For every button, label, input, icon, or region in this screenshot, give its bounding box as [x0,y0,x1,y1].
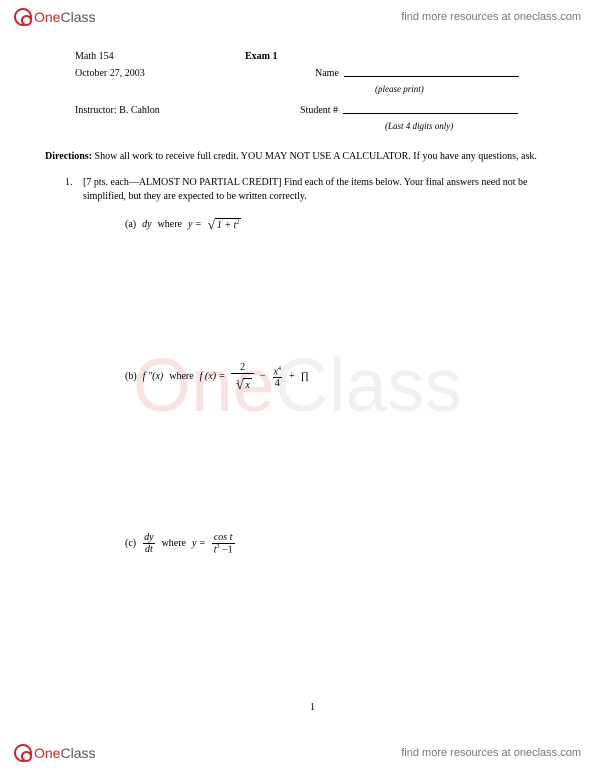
minus: − [260,370,266,384]
oneclass-icon [14,744,32,762]
part-c-eq: y = [192,537,206,551]
student-num-label: Student # [300,104,338,118]
fraction-1: 2 3 √ x [231,362,254,392]
exam-date: October 27, 2003 [75,67,315,81]
directions-label: Directions: [45,151,92,162]
footer: OneClass find more resources at oneclass… [0,736,595,770]
part-b-label: (b) [125,370,137,384]
plus: + [289,370,295,384]
brand-text: OneClass [34,9,95,25]
header: OneClass find more resources at oneclass… [0,0,595,34]
part-b-pi: ∏ [301,370,309,384]
part-a: (a) dy where y = √ 1 + t2 [125,218,550,232]
instructor: Instructor: B. Cahlon [75,104,300,118]
part-b: (b) f ″(x) where f (x) = 2 3 √ x − x4 4 … [125,362,550,392]
resources-link-bottom[interactable]: find more resources at oneclass.com [401,747,581,759]
exam-title: Exam 1 [245,50,278,64]
dy-dt: dy dt [142,532,155,555]
cbrt-icon: 3 √ x [233,378,252,392]
course-code: Math 154 [75,50,245,64]
studentnum-blank [343,104,518,114]
part-a-lhs: dy [142,218,151,232]
part-a-where: where [158,218,182,232]
resources-link-top[interactable]: find more resources at oneclass.com [401,11,581,23]
part-a-label: (a) [125,218,136,232]
last-digits: (Last 4 digits only) [385,120,550,133]
directions: Directions: Show all work to receive ful… [45,150,550,164]
part-c: (c) dy dt where y = cos t t3 −1 [125,532,550,555]
part-b-where: where [169,370,193,384]
name-blank [344,67,519,77]
please-print: (please print) [375,83,550,96]
part-b-eq: f (x) = [200,370,226,384]
fraction-3: cos t t3 −1 [212,532,235,555]
sqrt-icon: √ 1 + t2 [208,218,242,232]
fraction-2: x4 4 [272,366,283,389]
question-1: 1. [7 pts. each—ALMOST NO PARTIAL CREDIT… [65,176,550,204]
part-c-label: (c) [125,537,136,551]
directions-text: Show all work to receive full credit. YO… [92,151,537,162]
brand-logo-footer[interactable]: OneClass [14,744,95,762]
part-b-lhs: f ″(x) [143,370,164,384]
question-text: [7 pts. each—ALMOST NO PARTIAL CREDIT] F… [83,176,550,204]
part-c-where: where [162,537,186,551]
oneclass-icon [14,8,32,26]
brand-text-footer: OneClass [34,745,95,761]
brand-logo[interactable]: OneClass [14,8,95,26]
question-number: 1. [65,176,83,204]
document-page: Math 154 Exam 1 October 27, 2003 Name (p… [75,50,550,720]
name-label: Name [315,67,339,81]
part-a-eq: y = [188,218,202,232]
page-number: 1 [310,701,315,715]
